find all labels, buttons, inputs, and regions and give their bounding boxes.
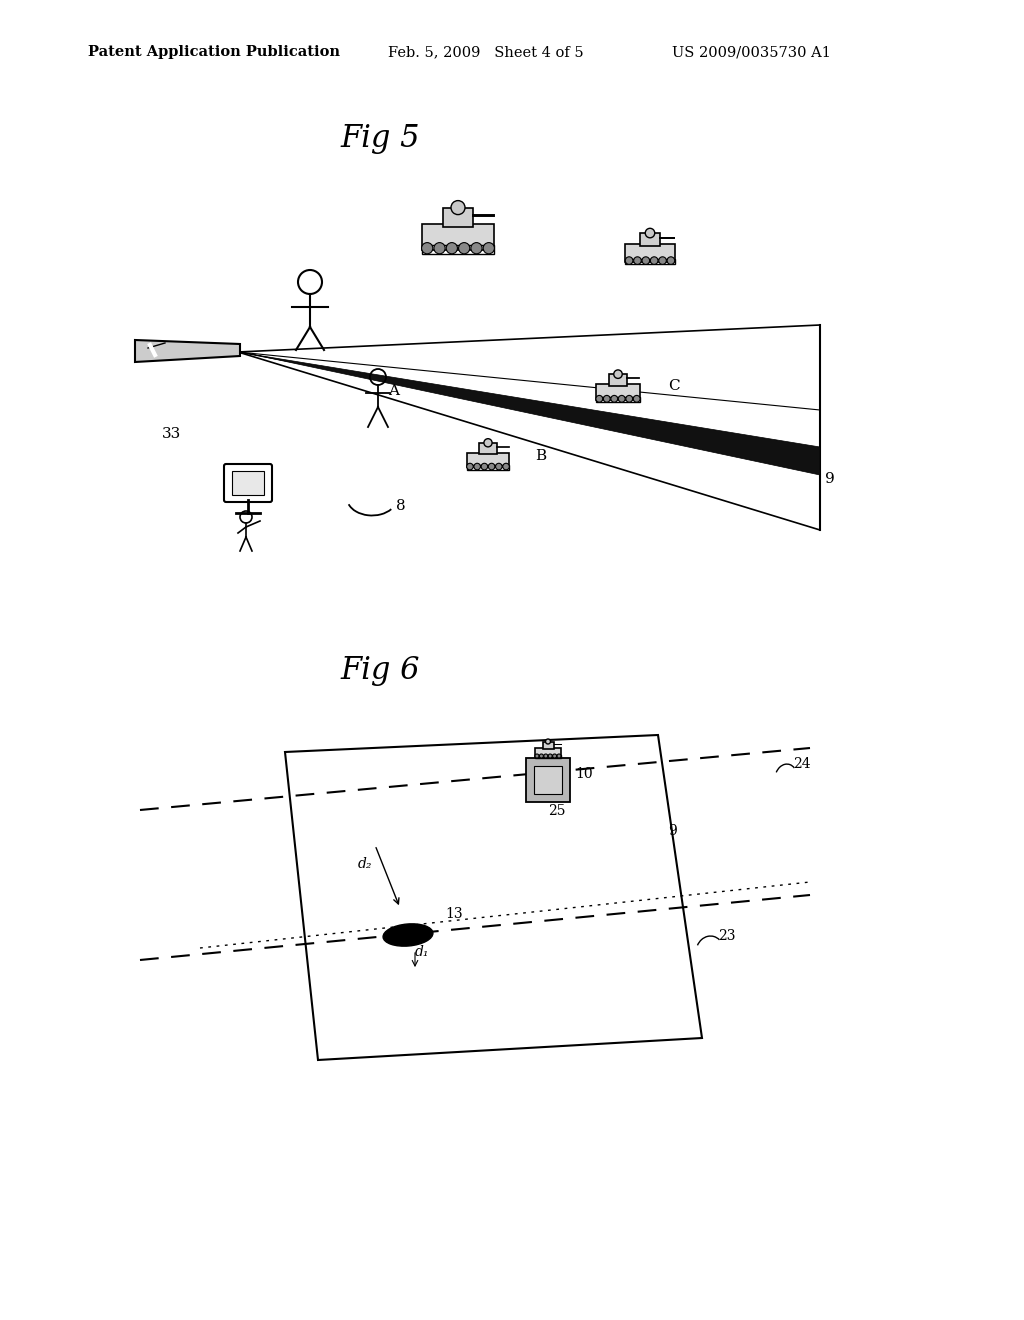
Text: 10: 10 — [575, 767, 593, 781]
Circle shape — [481, 463, 487, 470]
Circle shape — [650, 257, 658, 264]
Circle shape — [645, 228, 654, 238]
Circle shape — [484, 438, 493, 447]
Circle shape — [553, 754, 557, 758]
Circle shape — [618, 396, 625, 403]
Bar — [543, 742, 554, 748]
Text: Fig 6: Fig 6 — [340, 655, 420, 685]
Circle shape — [603, 396, 610, 403]
Text: d₂: d₂ — [358, 857, 373, 871]
Circle shape — [634, 257, 641, 264]
Text: Fig 5: Fig 5 — [340, 123, 420, 153]
Text: 13: 13 — [445, 907, 463, 921]
Circle shape — [422, 243, 433, 253]
Bar — [479, 442, 497, 454]
Circle shape — [459, 243, 470, 253]
Text: Feb. 5, 2009   Sheet 4 of 5: Feb. 5, 2009 Sheet 4 of 5 — [388, 45, 584, 59]
Circle shape — [596, 396, 603, 403]
Bar — [535, 747, 561, 756]
Text: 23: 23 — [718, 929, 735, 942]
Circle shape — [626, 396, 633, 403]
Bar — [534, 766, 562, 795]
Bar — [422, 246, 495, 253]
Circle shape — [451, 201, 465, 215]
Circle shape — [626, 257, 633, 264]
Circle shape — [548, 754, 552, 758]
Polygon shape — [135, 341, 240, 362]
Text: 25: 25 — [548, 804, 565, 818]
Text: 9: 9 — [668, 824, 677, 838]
Bar — [422, 224, 495, 249]
Bar — [596, 397, 640, 403]
Circle shape — [546, 739, 551, 744]
Bar — [626, 244, 675, 261]
Polygon shape — [238, 352, 820, 475]
Circle shape — [488, 463, 495, 470]
Circle shape — [434, 243, 445, 253]
Circle shape — [540, 754, 544, 758]
Bar — [467, 453, 509, 467]
Bar — [608, 374, 628, 385]
Bar — [640, 234, 660, 247]
Circle shape — [503, 463, 509, 470]
Bar — [626, 259, 675, 264]
Circle shape — [658, 257, 667, 264]
Text: 24: 24 — [793, 756, 811, 771]
Circle shape — [633, 396, 640, 403]
Circle shape — [474, 463, 480, 470]
Text: B: B — [535, 449, 546, 463]
Polygon shape — [285, 735, 702, 1060]
Circle shape — [483, 243, 495, 253]
Text: 9: 9 — [825, 473, 835, 486]
Text: 8: 8 — [396, 499, 406, 513]
Circle shape — [467, 463, 473, 470]
Circle shape — [642, 257, 649, 264]
Text: Patent Application Publication: Patent Application Publication — [88, 45, 340, 59]
Circle shape — [544, 754, 548, 758]
Bar — [596, 384, 640, 400]
Bar — [467, 465, 509, 470]
FancyBboxPatch shape — [224, 465, 272, 502]
Circle shape — [535, 754, 539, 758]
Bar — [535, 755, 561, 758]
Bar — [442, 207, 473, 227]
Ellipse shape — [383, 924, 433, 946]
Text: d₁: d₁ — [415, 945, 429, 960]
Bar — [526, 758, 570, 803]
Circle shape — [613, 370, 623, 379]
Circle shape — [471, 243, 482, 253]
Text: A: A — [388, 384, 399, 399]
Circle shape — [496, 463, 502, 470]
Circle shape — [667, 257, 675, 264]
Text: US 2009/0035730 A1: US 2009/0035730 A1 — [672, 45, 830, 59]
Bar — [232, 471, 264, 495]
Text: C: C — [668, 379, 680, 393]
Circle shape — [611, 396, 617, 403]
Circle shape — [446, 243, 458, 253]
Circle shape — [557, 754, 561, 758]
Text: 33: 33 — [162, 426, 181, 441]
